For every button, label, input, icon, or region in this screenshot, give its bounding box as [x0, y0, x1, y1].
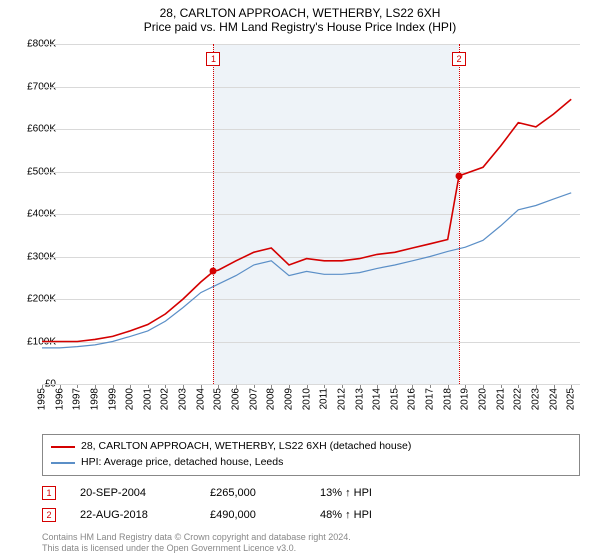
x-axis-label: 2008	[266, 388, 277, 410]
x-axis-label: 2021	[495, 388, 506, 410]
sale-price: £490,000	[210, 509, 320, 521]
sale-hpi: 13% ↑ HPI	[320, 487, 420, 499]
title-address: 28, CARLTON APPROACH, WETHERBY, LS22 6XH	[0, 6, 600, 20]
x-axis-label: 2024	[548, 388, 559, 410]
x-axis-label: 2016	[407, 388, 418, 410]
x-axis-label: 2001	[142, 388, 153, 410]
legend-row-property: 28, CARLTON APPROACH, WETHERBY, LS22 6XH…	[51, 439, 571, 455]
sale-row: 2 22-AUG-2018 £490,000 48% ↑ HPI	[42, 504, 580, 526]
x-axis-label: 2022	[513, 388, 524, 410]
x-axis-label: 2011	[319, 388, 330, 410]
x-axis-label: 2017	[425, 388, 436, 410]
x-axis-label: 2006	[231, 388, 242, 410]
x-axis-label: 2003	[178, 388, 189, 410]
x-axis-label: 2004	[195, 388, 206, 410]
x-axis-label: 2010	[301, 388, 312, 410]
sale-dot	[210, 268, 217, 275]
title-block: 28, CARLTON APPROACH, WETHERBY, LS22 6XH…	[0, 0, 600, 34]
x-axis-label: 2018	[442, 388, 453, 410]
title-subtitle: Price paid vs. HM Land Registry's House …	[0, 20, 600, 34]
legend-label-hpi: HPI: Average price, detached house, Leed…	[81, 455, 283, 471]
sale-dot	[455, 172, 462, 179]
line-chart-svg	[42, 44, 580, 384]
x-axis-label: 2009	[283, 388, 294, 410]
x-axis-label: 2019	[460, 388, 471, 410]
legend: 28, CARLTON APPROACH, WETHERBY, LS22 6XH…	[42, 434, 580, 476]
x-axis-label: 2000	[125, 388, 136, 410]
sale-row: 1 20-SEP-2004 £265,000 13% ↑ HPI	[42, 482, 580, 504]
x-axis-label: 1995	[37, 388, 48, 410]
x-axis-label: 2020	[477, 388, 488, 410]
sale-marker-box: 1	[206, 52, 220, 66]
x-axis-label: 2015	[389, 388, 400, 410]
sale-marker-2: 2	[42, 508, 56, 522]
chart-plot-area: 12	[42, 44, 580, 384]
x-axis-label: 2014	[372, 388, 383, 410]
x-axis-label: 1998	[89, 388, 100, 410]
x-axis-label: 2007	[248, 388, 259, 410]
legend-label-property: 28, CARLTON APPROACH, WETHERBY, LS22 6XH…	[81, 439, 411, 455]
legend-row-hpi: HPI: Average price, detached house, Leed…	[51, 455, 571, 471]
series-hpi	[42, 193, 571, 348]
x-axis-label: 2023	[530, 388, 541, 410]
sale-hpi: 48% ↑ HPI	[320, 509, 420, 521]
sale-date: 20-SEP-2004	[80, 487, 210, 499]
footer-line-1: Contains HM Land Registry data © Crown c…	[42, 532, 580, 543]
x-axis-label: 2013	[354, 388, 365, 410]
x-axis-label: 2012	[336, 388, 347, 410]
legend-swatch-hpi	[51, 462, 75, 464]
x-axis-label: 2025	[566, 388, 577, 410]
x-axis-label: 1996	[54, 388, 65, 410]
sale-date: 22-AUG-2018	[80, 509, 210, 521]
x-axis-label: 1999	[107, 388, 118, 410]
footer-line-2: This data is licensed under the Open Gov…	[42, 543, 580, 554]
chart-container: 28, CARLTON APPROACH, WETHERBY, LS22 6XH…	[0, 0, 600, 560]
sale-marker-1: 1	[42, 486, 56, 500]
sales-table: 1 20-SEP-2004 £265,000 13% ↑ HPI 2 22-AU…	[42, 482, 580, 526]
legend-swatch-property	[51, 446, 75, 448]
x-axis-label: 2005	[213, 388, 224, 410]
x-axis-label: 2002	[160, 388, 171, 410]
footer: Contains HM Land Registry data © Crown c…	[42, 532, 580, 555]
series-property	[42, 99, 571, 341]
x-axis-label: 1997	[72, 388, 83, 410]
sale-price: £265,000	[210, 487, 320, 499]
sale-marker-box: 2	[452, 52, 466, 66]
